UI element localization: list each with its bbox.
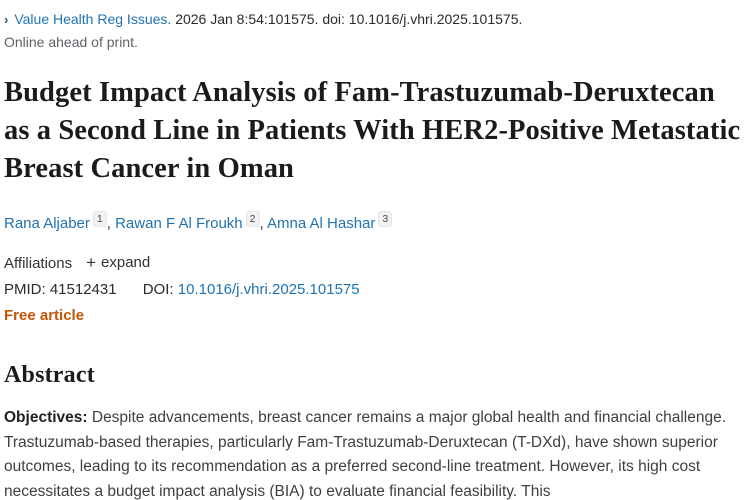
author-link[interactable]: Rana Aljaber xyxy=(4,215,90,232)
objectives-label: Objectives: xyxy=(4,409,88,426)
doi-link[interactable]: 10.1016/j.vhri.2025.101575 xyxy=(177,281,360,298)
pmid-value: 41512431 xyxy=(49,281,117,298)
expand-label: expand xyxy=(101,254,151,271)
authors-list: Rana Aljaber 1, Rawan F Al Froukh 2, Amna … xyxy=(4,211,745,235)
citation-bar: › Value Health Reg Issues. 2026 Jan 8:54:… xyxy=(4,8,745,31)
free-article-badge: Free article xyxy=(4,307,85,324)
doi-group: DOI: 10.1016/j.vhri.2025.101575 xyxy=(143,281,360,298)
author-link[interactable]: Rawan F Al Froukh xyxy=(115,215,243,232)
author-item: Rana Aljaber 1, xyxy=(4,211,116,232)
doi-label: DOI: xyxy=(142,281,174,298)
objectives-text: Despite advancements, breast cancer rema… xyxy=(4,409,727,500)
identifiers-row: PMID: 41512431 DOI: 10.1016/j.vhri.2025.… xyxy=(4,281,745,298)
plus-icon: + xyxy=(86,253,97,272)
affiliations-row: Affiliations + expand xyxy=(4,254,745,272)
affiliation-number-badge: 1 xyxy=(92,211,107,227)
abstract-heading: Abstract xyxy=(4,362,95,388)
journal-toggle-button[interactable]: › Value Health Reg Issues. xyxy=(4,11,171,27)
author-separator: , xyxy=(106,215,116,232)
author-item: Rawan F Al Froukh 2, xyxy=(115,211,268,232)
author-separator: , xyxy=(259,215,268,232)
online-ahead-of-print: Online ahead of print. xyxy=(4,34,138,50)
chevron-right-icon: › xyxy=(4,12,9,27)
affiliation-number-badge: 2 xyxy=(245,211,260,227)
author-link[interactable]: Amna Al Hashar xyxy=(267,215,376,232)
expand-affiliations-button[interactable]: + expand xyxy=(86,254,150,271)
pmid-label: PMID: xyxy=(4,281,46,298)
citation-text: 2026 Jan 8:54:101575. doi: 10.1016/j.vhr… xyxy=(175,11,523,27)
article-title: Budget Impact Analysis of Fam-Trastuzuma… xyxy=(4,77,741,184)
affiliation-number-badge: 3 xyxy=(378,211,393,227)
author-item: Amna Al Hashar 3 xyxy=(267,211,393,232)
abstract-paragraph: Objectives: Despite advancements, breast… xyxy=(4,406,745,500)
journal-link[interactable]: Value Health Reg Issues. xyxy=(14,11,172,27)
affiliations-label: Affiliations xyxy=(4,255,73,272)
